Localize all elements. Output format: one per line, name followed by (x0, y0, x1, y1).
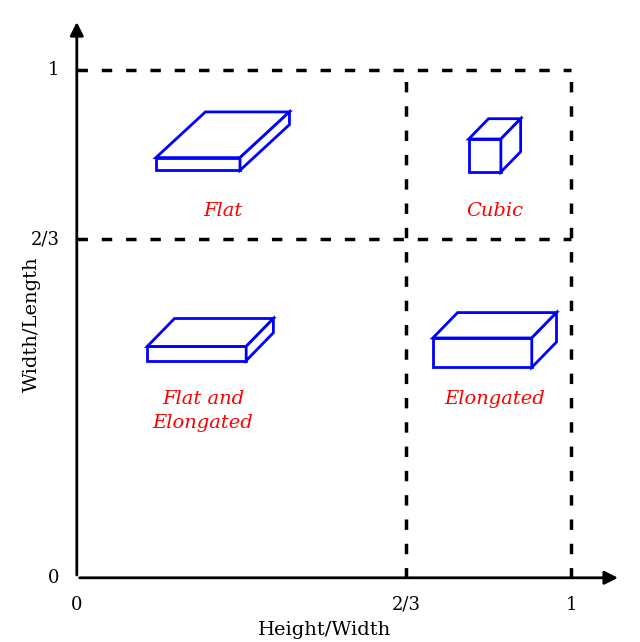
Text: Flat and
Elongated: Flat and Elongated (152, 390, 253, 431)
Text: 2/3: 2/3 (31, 230, 60, 248)
Text: Width/Length: Width/Length (23, 256, 42, 392)
Polygon shape (147, 318, 273, 347)
Polygon shape (433, 338, 532, 367)
Polygon shape (501, 119, 521, 172)
Text: 1: 1 (48, 61, 60, 79)
Polygon shape (246, 318, 273, 361)
Polygon shape (156, 158, 240, 170)
Polygon shape (240, 112, 289, 170)
Text: Elongated: Elongated (444, 390, 545, 408)
Polygon shape (156, 112, 289, 158)
Text: Flat: Flat (203, 202, 243, 220)
Text: 0: 0 (48, 569, 60, 587)
Polygon shape (532, 313, 557, 367)
Polygon shape (433, 313, 557, 338)
Polygon shape (147, 347, 246, 361)
Text: 2/3: 2/3 (392, 596, 421, 614)
Polygon shape (468, 119, 521, 139)
Polygon shape (468, 139, 501, 172)
Text: 0: 0 (71, 596, 83, 614)
Text: Height/Width: Height/Width (257, 621, 390, 639)
Text: Cubic: Cubic (466, 202, 523, 220)
Text: 1: 1 (566, 596, 577, 614)
